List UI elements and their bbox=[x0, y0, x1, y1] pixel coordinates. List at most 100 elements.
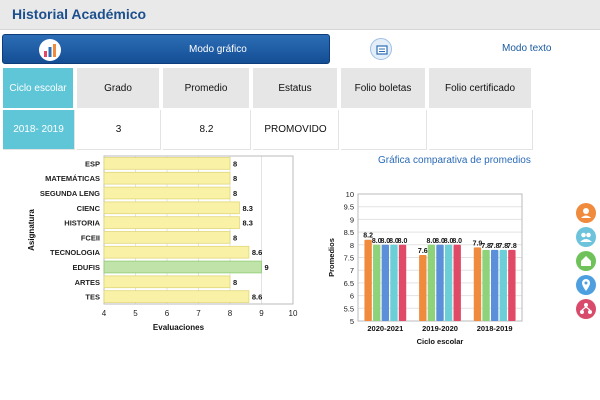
value-ciclo: 2018- 2019 bbox=[3, 110, 75, 150]
group-icon bbox=[580, 232, 592, 242]
data-label: 8.0 bbox=[435, 238, 445, 245]
bar bbox=[103, 290, 250, 303]
data-label: 8.0 bbox=[389, 238, 399, 245]
x-tick-label: 5 bbox=[133, 309, 138, 318]
comparison-chart-title: Gráfica comparativa de promedios bbox=[378, 155, 531, 166]
tab-graphic-mode[interactable]: Modo gráfico bbox=[2, 34, 330, 64]
tree-icon bbox=[580, 303, 592, 314]
x-tick-label: 7 bbox=[196, 309, 201, 318]
data-label: 7.8 bbox=[498, 243, 508, 250]
y-tick-label: 6 bbox=[350, 292, 354, 301]
title-bar: Historial Académico bbox=[0, 0, 600, 30]
data-label: 8.3 bbox=[242, 219, 252, 228]
x-tick-label: 2020-2021 bbox=[367, 324, 403, 333]
group-button[interactable] bbox=[576, 227, 596, 247]
bar bbox=[419, 254, 427, 321]
data-label: 8 bbox=[233, 174, 237, 183]
x-axis-title: Ciclo escolar bbox=[417, 337, 464, 346]
category-label: CIENC bbox=[77, 204, 101, 213]
data-label: 7.8 bbox=[507, 243, 517, 250]
bar bbox=[508, 249, 516, 321]
data-label: 8.0 bbox=[444, 238, 454, 245]
category-label: ARTES bbox=[75, 278, 100, 287]
y-tick-label: 7.5 bbox=[344, 254, 354, 263]
bar bbox=[103, 245, 250, 259]
bar bbox=[453, 244, 461, 321]
value-folio-certificado bbox=[429, 110, 533, 150]
bar bbox=[390, 244, 398, 321]
bar bbox=[103, 157, 231, 170]
document-icon bbox=[370, 38, 392, 60]
category-label: TECNOLOGIA bbox=[50, 248, 101, 257]
chart-icon bbox=[39, 39, 61, 61]
tab-graphic-label: Modo gráfico bbox=[189, 44, 247, 55]
data-label: 7.8 bbox=[490, 243, 500, 250]
averages-comparison-chart: 55.566.577.588.599.5108.28.08.08.08.0202… bbox=[327, 190, 523, 346]
subject-grades-chart: 4 5 6 7 8 9 10 ESP 8 MATEMÁTICAS 8 SEGUNDA LENG 8 CIE… bbox=[27, 155, 298, 332]
header-folio-certificado: Folio certificado bbox=[429, 68, 533, 108]
bar bbox=[103, 201, 240, 215]
y-tick-label: 7 bbox=[350, 266, 354, 275]
x-tick-label: 9 bbox=[259, 309, 264, 318]
y-tick-label: 5 bbox=[350, 317, 354, 326]
category-label: MATEMÁTICAS bbox=[45, 174, 100, 183]
y-tick-label: 5.5 bbox=[344, 304, 354, 313]
bar bbox=[398, 244, 407, 321]
tab-text-mode[interactable]: Modo texto bbox=[332, 34, 598, 64]
y-tick-label: 10 bbox=[346, 190, 354, 199]
category-label: EDUFIS bbox=[72, 263, 100, 272]
data-label: 8.0 bbox=[372, 238, 382, 245]
y-tick-label: 9.5 bbox=[344, 203, 354, 212]
data-label: 8.3 bbox=[242, 204, 252, 213]
location-button[interactable] bbox=[576, 275, 596, 295]
data-label: 8 bbox=[233, 159, 237, 168]
data-label: 8 bbox=[233, 233, 237, 242]
data-label: 8.0 bbox=[452, 238, 462, 245]
map-pin-icon bbox=[582, 279, 590, 291]
data-label: 7.6 bbox=[418, 248, 428, 255]
y-axis-title: Promedios bbox=[327, 238, 336, 277]
tab-text-label: Modo texto bbox=[502, 43, 552, 54]
bar bbox=[381, 244, 390, 321]
data-label: 8.0 bbox=[398, 238, 408, 245]
data-label: 8.0 bbox=[427, 238, 437, 245]
page-title: Historial Académico bbox=[12, 6, 147, 22]
data-label: 8 bbox=[233, 278, 237, 287]
y-tick-label: 9 bbox=[350, 215, 354, 224]
category-label: HISTORIA bbox=[64, 219, 100, 228]
x-tick-label: 6 bbox=[165, 309, 170, 318]
bar bbox=[427, 244, 436, 321]
bar bbox=[490, 249, 499, 321]
category-label: FCEII bbox=[81, 233, 100, 242]
home-button[interactable] bbox=[576, 251, 596, 271]
bar bbox=[499, 249, 507, 321]
y-tick-label: 8.5 bbox=[344, 228, 354, 237]
bar bbox=[373, 244, 381, 321]
value-grado: 3 bbox=[77, 110, 161, 150]
family-tree-button[interactable] bbox=[576, 299, 596, 319]
bar bbox=[103, 231, 231, 244]
category-label: ESP bbox=[85, 159, 100, 168]
bar bbox=[103, 275, 231, 289]
bar bbox=[444, 244, 453, 321]
data-label: 9 bbox=[265, 263, 269, 272]
home-icon bbox=[581, 256, 591, 266]
x-tick-label: 2019-2020 bbox=[422, 324, 458, 333]
header-ciclo: Ciclo escolar bbox=[3, 68, 75, 108]
data-label: 7.8 bbox=[481, 243, 491, 250]
x-axis-title: Evaluaciones bbox=[153, 323, 205, 332]
y-tick-label: 6.5 bbox=[344, 279, 354, 288]
bar bbox=[482, 249, 490, 321]
header-promedio: Promedio bbox=[163, 68, 251, 108]
data-label: 8.6 bbox=[252, 248, 262, 257]
x-tick-label: 2018-2019 bbox=[477, 324, 513, 333]
profile-button[interactable] bbox=[576, 203, 596, 223]
user-icon bbox=[581, 208, 591, 218]
data-label: 8.2 bbox=[363, 233, 373, 240]
value-estatus: PROMOVIDO bbox=[253, 110, 339, 150]
y-axis-title: Asignatura bbox=[27, 209, 36, 251]
data-label: 7.9 bbox=[473, 240, 483, 247]
record-grid: Ciclo escolar Grado Promedio Estatus Fol… bbox=[3, 68, 533, 152]
value-promedio: 8.2 bbox=[163, 110, 251, 150]
x-tick-label: 4 bbox=[102, 309, 107, 318]
